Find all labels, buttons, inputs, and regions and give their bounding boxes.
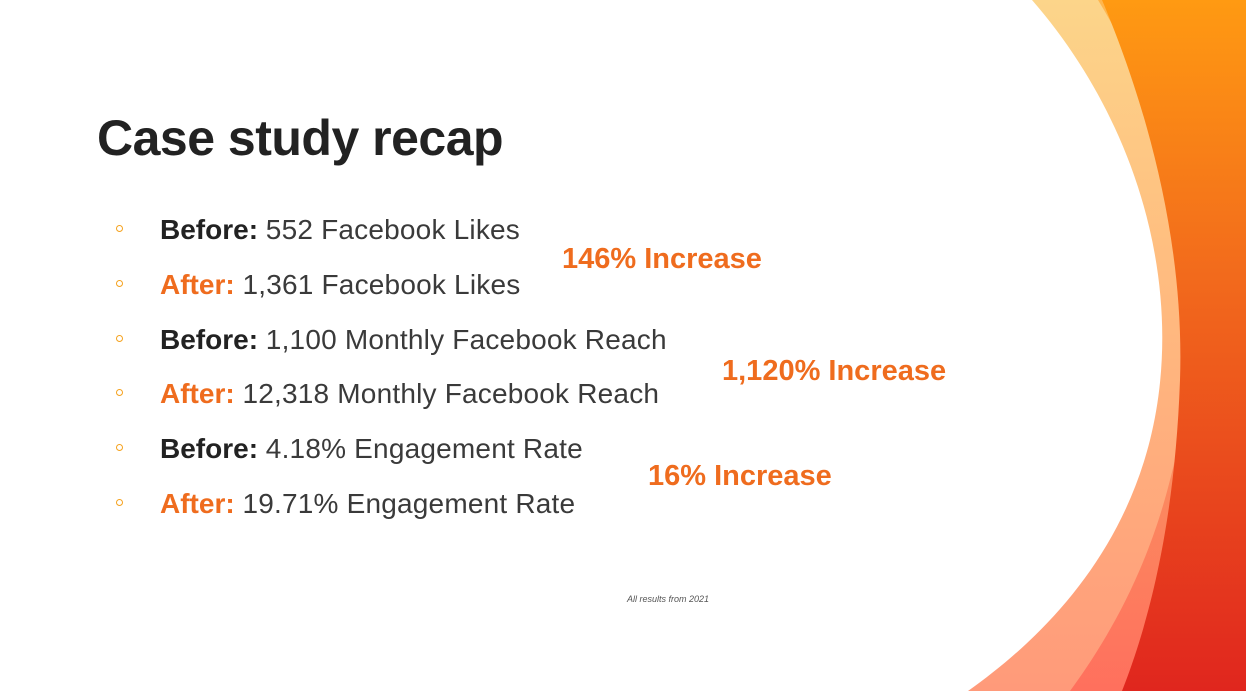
stat-value: 4.18% Engagement Rate — [265, 433, 583, 465]
increase-engagement: 16% Increase — [648, 460, 832, 492]
stat-text: After: 1,361 Facebook Likes — [160, 258, 520, 312]
stat-value: 1,361 Facebook Likes — [242, 268, 521, 300]
stat-text: Before: 4.18% Engagement Rate — [160, 422, 583, 476]
stat-text: Before: 552 Facebook Likes — [160, 203, 520, 257]
stat-label: After: — [160, 378, 243, 410]
stat-label: Before: — [160, 214, 266, 245]
stat-label: After: — [160, 268, 243, 300]
stat-value: 1,100 Monthly Facebook Reach — [265, 323, 667, 355]
stat-label: Before: — [160, 433, 266, 465]
slide-title: Case study recap — [97, 110, 504, 166]
bullet-icon — [116, 498, 123, 506]
bullet-icon — [116, 334, 123, 342]
footnote: All results from 2021 — [627, 594, 710, 604]
stat-label: After: — [160, 487, 243, 519]
increase-likes: 146% Increase — [562, 243, 762, 275]
stat-text: Before: 1,100 Monthly Facebook Reach — [160, 313, 667, 367]
stat-label: Before: — [160, 323, 266, 355]
stat-text: After: 12,318 Monthly Facebook Reach — [160, 367, 659, 421]
stat-text: After: 19.71% Engagement Rate — [160, 477, 575, 531]
bullet-icon — [116, 279, 123, 287]
bullet-icon — [116, 444, 123, 452]
bullet-icon — [116, 389, 123, 397]
stat-value: 12,318 Monthly Facebook Reach — [242, 378, 660, 410]
bullet-icon — [116, 225, 123, 232]
stat-value: 19.71% Engagement Rate — [242, 487, 576, 519]
increase-reach: 1,120% Increase — [722, 355, 947, 387]
stat-value: 552 Facebook Likes — [265, 214, 521, 245]
swoosh-front — [1102, 0, 1246, 691]
